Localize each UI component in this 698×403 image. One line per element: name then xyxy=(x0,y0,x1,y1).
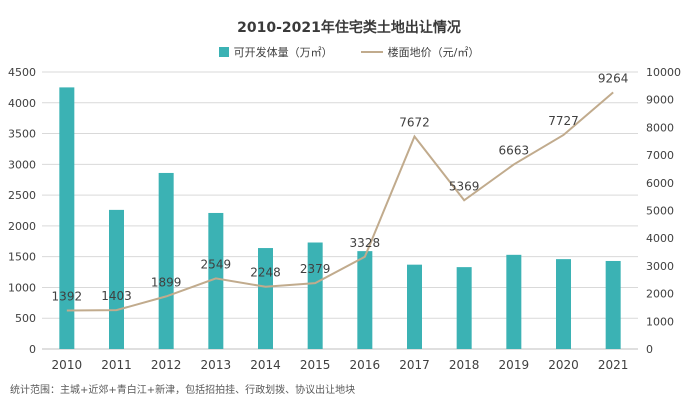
bar-2020 xyxy=(556,259,571,349)
y-left-tick-label: 4000 xyxy=(8,97,36,110)
price-data-label: 7672 xyxy=(399,115,430,129)
price-data-label: 2248 xyxy=(250,266,281,280)
y-right-tick-label: 1000 xyxy=(646,315,674,328)
x-tick-label: 2013 xyxy=(201,358,232,372)
x-tick-label: 2020 xyxy=(548,358,579,372)
x-tick-label: 2017 xyxy=(399,358,430,372)
y-left-tick-label: 1500 xyxy=(8,251,36,264)
bar-2010 xyxy=(59,87,75,349)
y-left-tick-label: 4500 xyxy=(8,66,36,79)
bar-2011 xyxy=(109,209,124,349)
y-left-tick-label: 2000 xyxy=(8,220,36,233)
bar-2017 xyxy=(407,264,422,349)
price-data-label: 2379 xyxy=(300,262,331,276)
price-data-label: 6663 xyxy=(499,143,530,157)
bar-2013 xyxy=(208,212,224,349)
legend-label-volume: 可开发体量（万㎡） xyxy=(233,46,333,59)
y-right-tick-label: 7000 xyxy=(646,149,674,162)
y-right-tick-label: 0 xyxy=(646,343,653,356)
price-data-label: 5369 xyxy=(449,179,480,193)
y-right-tick-label: 4000 xyxy=(646,232,674,245)
bar-2019 xyxy=(506,254,522,349)
bar-2012 xyxy=(158,172,174,349)
y-right-tick-label: 10000 xyxy=(646,66,681,79)
y-left-tick-label: 500 xyxy=(15,312,36,325)
y-right-tick-label: 8000 xyxy=(646,121,674,134)
price-data-label: 1899 xyxy=(151,275,182,289)
legend-swatch-bar xyxy=(218,47,229,57)
price-data-label: 7727 xyxy=(548,114,579,128)
bar-2015 xyxy=(307,242,323,349)
x-tick-label: 2012 xyxy=(151,358,182,372)
price-data-label: 2549 xyxy=(201,257,232,271)
y-left-tick-label: 0 xyxy=(29,343,36,356)
x-tick-label: 2016 xyxy=(350,358,381,372)
price-data-label: 3328 xyxy=(350,236,381,250)
price-data-label: 1392 xyxy=(52,289,83,303)
bar-2021 xyxy=(605,260,621,349)
x-tick-label: 2015 xyxy=(300,358,331,372)
x-tick-label: 2019 xyxy=(499,358,530,372)
y-left-tick-label: 1000 xyxy=(8,281,36,294)
y-left-tick-label: 2500 xyxy=(8,189,36,202)
bar-2018 xyxy=(456,267,472,349)
price-data-label: 9264 xyxy=(598,71,629,85)
price-line xyxy=(66,91,614,312)
footnote: 统计范围：主城+近郊+青白江+新津，包括招拍挂、行政划拨、协议出让地块 xyxy=(10,385,356,396)
price-data-label: 1403 xyxy=(101,289,132,303)
y-right-tick-label: 5000 xyxy=(646,205,674,218)
x-tick-label: 2010 xyxy=(52,358,83,372)
legend-label-price: 楼面地价（元/㎡） xyxy=(387,46,480,59)
bar-2014 xyxy=(258,248,273,349)
bar-2016 xyxy=(357,251,373,349)
x-tick-label: 2021 xyxy=(598,358,629,372)
x-tick-label: 2018 xyxy=(449,358,480,372)
x-tick-label: 2011 xyxy=(101,358,132,372)
y-left-tick-label: 3500 xyxy=(8,128,36,141)
legend-swatch-line xyxy=(360,51,383,53)
chart-title: 2010-2021年住宅类土地出让情况 xyxy=(237,20,461,36)
y-left-tick-label: 3000 xyxy=(8,158,36,171)
x-tick-label: 2014 xyxy=(250,358,281,372)
y-right-tick-label: 9000 xyxy=(646,94,674,107)
legend-item-volume: 可开发体量（万㎡） xyxy=(218,44,333,60)
y-right-tick-label: 3000 xyxy=(646,260,674,273)
y-right-tick-label: 2000 xyxy=(646,288,674,301)
chart-legend: 可开发体量（万㎡） 楼面地价（元/㎡） xyxy=(0,44,698,60)
legend-item-price: 楼面地价（元/㎡） xyxy=(360,44,480,60)
y-right-tick-label: 6000 xyxy=(646,177,674,190)
